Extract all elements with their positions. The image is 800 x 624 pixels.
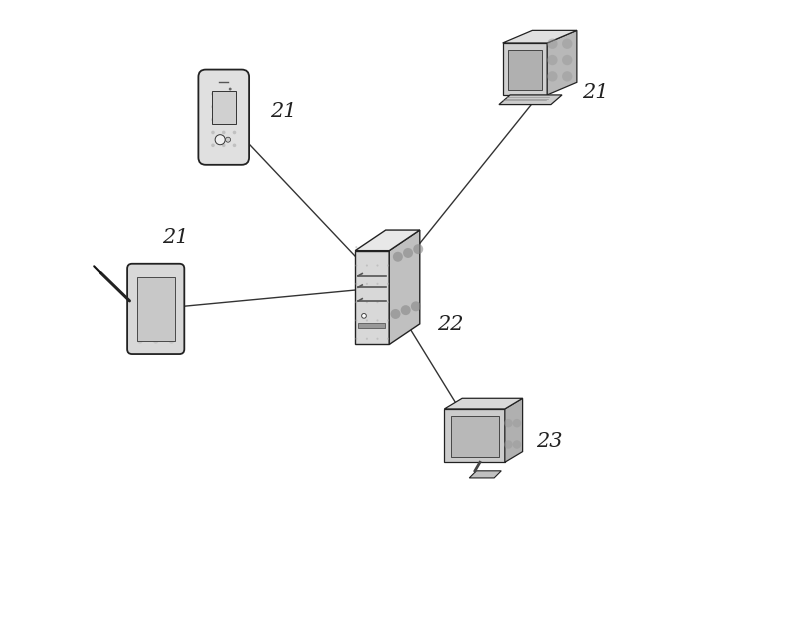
Circle shape (169, 295, 174, 300)
Circle shape (233, 105, 236, 109)
Circle shape (222, 144, 226, 147)
Circle shape (377, 301, 378, 303)
Circle shape (562, 55, 573, 66)
Circle shape (411, 301, 421, 311)
FancyBboxPatch shape (137, 277, 174, 341)
Circle shape (366, 265, 368, 266)
Circle shape (366, 301, 368, 303)
Circle shape (387, 319, 389, 321)
Circle shape (504, 419, 513, 427)
Circle shape (138, 324, 142, 329)
Circle shape (366, 319, 368, 321)
Polygon shape (499, 95, 562, 105)
Circle shape (387, 246, 389, 248)
Circle shape (153, 281, 158, 286)
Circle shape (377, 246, 378, 248)
Circle shape (233, 130, 236, 134)
Text: 23: 23 (536, 432, 562, 451)
Polygon shape (450, 416, 499, 457)
Circle shape (393, 251, 403, 261)
FancyBboxPatch shape (358, 323, 385, 328)
Circle shape (222, 92, 226, 95)
Polygon shape (547, 31, 577, 95)
Circle shape (401, 305, 410, 315)
Circle shape (377, 338, 378, 340)
Circle shape (377, 283, 378, 285)
Circle shape (366, 338, 368, 340)
Circle shape (211, 144, 214, 147)
Polygon shape (502, 43, 547, 95)
Circle shape (355, 283, 358, 285)
Circle shape (387, 301, 389, 303)
Circle shape (355, 246, 358, 248)
Circle shape (222, 130, 226, 134)
Polygon shape (470, 471, 502, 478)
Circle shape (169, 310, 174, 314)
Circle shape (233, 118, 236, 122)
Circle shape (138, 281, 142, 286)
Circle shape (355, 265, 358, 266)
Circle shape (390, 309, 401, 319)
Circle shape (562, 71, 573, 82)
FancyBboxPatch shape (127, 264, 184, 354)
Circle shape (215, 135, 225, 145)
Polygon shape (508, 51, 542, 90)
Circle shape (233, 144, 236, 147)
Polygon shape (390, 230, 420, 344)
Circle shape (355, 319, 358, 321)
Circle shape (366, 246, 368, 248)
Circle shape (153, 310, 158, 314)
Circle shape (229, 87, 232, 90)
Circle shape (504, 441, 513, 449)
Circle shape (377, 265, 378, 266)
Circle shape (366, 283, 368, 285)
Circle shape (138, 338, 142, 344)
Circle shape (169, 324, 174, 329)
Circle shape (547, 39, 558, 49)
Circle shape (377, 319, 378, 321)
Circle shape (513, 419, 521, 427)
Circle shape (547, 71, 558, 82)
Circle shape (355, 301, 358, 303)
Polygon shape (502, 31, 577, 43)
Circle shape (222, 105, 226, 109)
Polygon shape (355, 251, 390, 344)
Circle shape (153, 338, 158, 344)
Polygon shape (444, 398, 522, 409)
Circle shape (153, 324, 158, 329)
Circle shape (138, 310, 142, 314)
Circle shape (153, 295, 158, 300)
Circle shape (362, 313, 366, 318)
Circle shape (226, 137, 230, 142)
Circle shape (513, 441, 521, 449)
Polygon shape (355, 230, 420, 251)
Circle shape (233, 92, 236, 95)
Polygon shape (444, 409, 505, 462)
Circle shape (547, 55, 558, 66)
Circle shape (403, 248, 413, 258)
Circle shape (562, 39, 573, 49)
Circle shape (211, 118, 214, 122)
Circle shape (387, 283, 389, 285)
FancyBboxPatch shape (212, 92, 235, 124)
Circle shape (387, 265, 389, 266)
Text: 22: 22 (437, 315, 464, 334)
FancyBboxPatch shape (198, 69, 249, 165)
Circle shape (169, 281, 174, 286)
Text: 21: 21 (582, 83, 609, 102)
Polygon shape (505, 398, 522, 462)
Circle shape (414, 244, 423, 254)
Circle shape (169, 338, 174, 344)
Circle shape (387, 338, 389, 340)
Circle shape (138, 295, 142, 300)
Circle shape (211, 92, 214, 95)
Circle shape (222, 118, 226, 122)
Text: 21: 21 (162, 228, 188, 247)
Circle shape (355, 338, 358, 340)
Text: 21: 21 (270, 102, 297, 120)
Circle shape (211, 105, 214, 109)
Circle shape (211, 130, 214, 134)
